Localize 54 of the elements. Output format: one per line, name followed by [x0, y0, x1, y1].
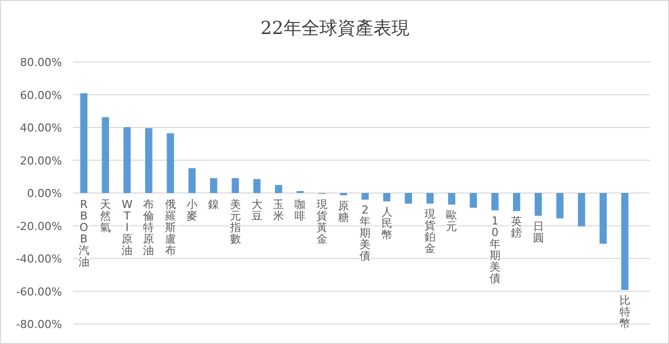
y-tick-label: -80.00%	[16, 318, 62, 331]
y-tick-label: -60.00%	[16, 285, 62, 298]
bar	[145, 128, 152, 193]
x-tick-label: 人民幣	[381, 205, 392, 242]
x-tick-label: 大豆	[251, 198, 262, 222]
x-tick-label: 10年期美債	[489, 214, 500, 285]
bar	[210, 178, 218, 193]
y-tick-label: 0.00%	[27, 187, 62, 200]
x-tick-label: 布倫特原油	[143, 198, 154, 257]
bar	[448, 193, 456, 205]
bar	[253, 179, 261, 193]
bar	[426, 193, 434, 204]
y-tick-label: 60.00%	[20, 88, 62, 102]
bar	[124, 127, 131, 193]
y-tick-label: -20.00%	[16, 220, 62, 233]
x-tick-label: 現貨鉑金	[424, 208, 436, 256]
y-tick-label: 40.00%	[20, 122, 62, 134]
x-tick-label: 歐元	[446, 208, 458, 234]
x-tick-label: 鎳	[208, 198, 220, 211]
bar	[491, 193, 499, 210]
x-tick-label: 小麥	[186, 198, 198, 222]
y-tick-label: 80.00%	[20, 56, 62, 69]
bar	[362, 193, 369, 200]
x-tick-label: 玉米	[273, 198, 284, 222]
bar	[166, 133, 174, 193]
x-tick-label: 2年期美債	[360, 204, 371, 263]
bar	[578, 193, 586, 226]
bar	[600, 193, 607, 244]
x-tick-label: 俄羅斯盧布	[164, 198, 176, 257]
bar	[102, 117, 110, 193]
chart-title: 22年全球資產表現	[260, 18, 410, 39]
bar	[274, 184, 282, 193]
bar	[556, 193, 564, 218]
bar	[534, 193, 542, 216]
x-tick-label: 天然氣	[100, 198, 111, 234]
x-tick-label: 咖啡	[294, 198, 306, 222]
x-tick-label: 原糖	[338, 199, 349, 224]
x-tick-label: 英鎊	[511, 215, 522, 240]
bar	[188, 168, 196, 193]
bar	[513, 193, 520, 212]
x-tick-label: 現貨黃金	[316, 198, 328, 246]
bar	[470, 193, 477, 208]
bar	[80, 93, 88, 193]
x-tick-label: RBOB汽油	[78, 198, 90, 268]
bar	[621, 193, 628, 290]
bar	[232, 178, 239, 193]
y-tick-label: 20.00%	[20, 154, 62, 168]
x-tick-label: 美元指數	[228, 198, 241, 246]
x-tick-label: WTI原油	[122, 198, 133, 257]
bar	[383, 193, 390, 202]
y-tick-label: -40.00%	[16, 252, 62, 266]
x-tick-label: 比特幣	[619, 294, 630, 330]
bar	[404, 193, 412, 204]
x-tick-label: 日圓	[532, 220, 544, 244]
